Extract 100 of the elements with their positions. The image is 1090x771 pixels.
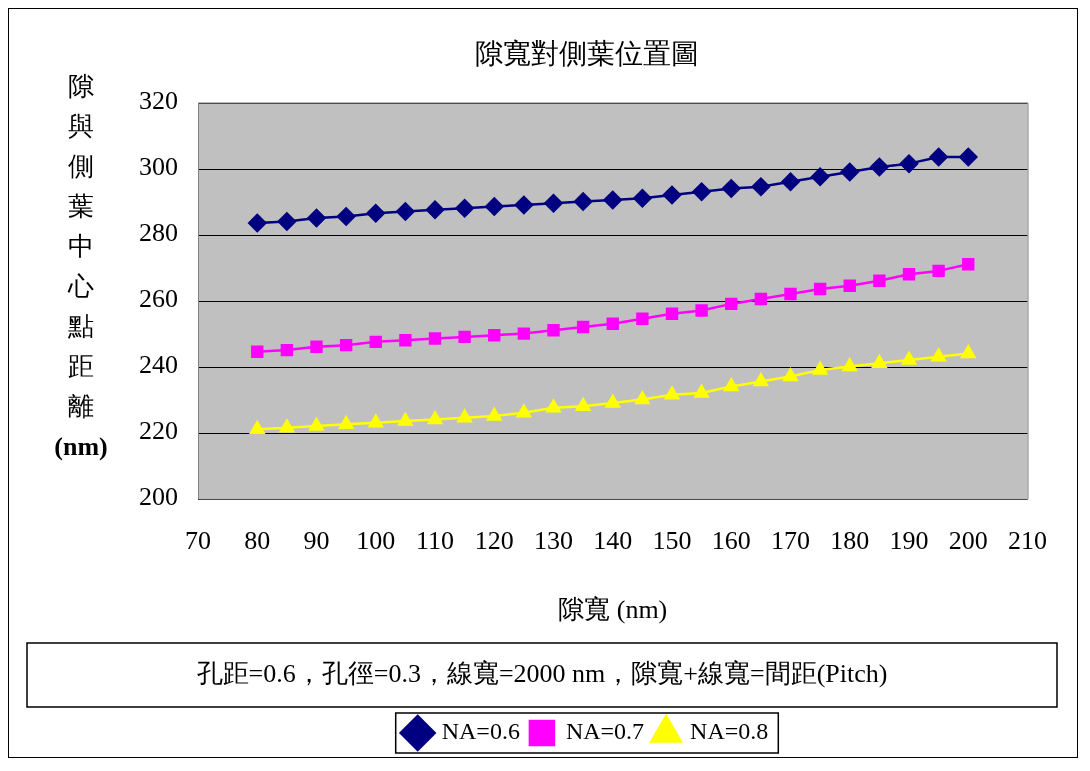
point: [751, 177, 771, 196]
point: [339, 338, 353, 352]
point: [959, 147, 978, 167]
point: [870, 157, 889, 177]
point: [783, 368, 798, 382]
point: [929, 147, 948, 167]
point: [899, 154, 919, 173]
point: [840, 162, 859, 182]
y-tick-label: 320: [139, 86, 178, 116]
x-tick-label: 190: [889, 526, 929, 556]
point: [399, 334, 412, 347]
point: [486, 407, 502, 421]
text: 孔距=0.6，孔徑=0.3，線寬=2000 nm，隙寬+線寬=間距(Pitch): [196, 658, 888, 688]
point: [369, 335, 382, 349]
point: [810, 167, 830, 187]
point: [665, 307, 679, 320]
point: [603, 190, 622, 210]
point: [960, 345, 976, 359]
x-axis-title: 隙寬 (nm): [558, 595, 668, 625]
y-tick-label: 300: [139, 152, 178, 182]
point: [753, 373, 769, 387]
point: [366, 203, 385, 223]
x-tick-label: 80: [244, 526, 271, 556]
point: [636, 312, 649, 325]
chart-title: 隙寬對側葉位置圖: [475, 38, 699, 70]
point: [901, 351, 917, 365]
point: [692, 182, 711, 201]
point: [576, 320, 590, 334]
x-tick-label: 120: [474, 526, 514, 556]
x-tick-label: 90: [303, 526, 330, 556]
point: [725, 297, 738, 311]
point: [517, 327, 531, 340]
x-tick-label: 130: [534, 526, 573, 556]
x-tick-label: 140: [593, 526, 633, 556]
point: [723, 378, 739, 392]
point: [398, 412, 413, 426]
point: [754, 292, 768, 306]
point: [781, 172, 800, 192]
point: [547, 324, 560, 337]
x-tick-label: 70: [185, 526, 211, 556]
point: [277, 212, 297, 231]
point: [485, 197, 504, 216]
point: [662, 185, 682, 205]
point: [606, 317, 619, 330]
point: [279, 419, 295, 433]
point: [842, 358, 858, 372]
legend-label: NA=0.7: [565, 718, 645, 745]
point: [307, 208, 326, 228]
y-tick-label: 240: [139, 350, 178, 380]
x-tick-label: 180: [830, 526, 870, 556]
point: [962, 258, 975, 271]
point: [425, 200, 445, 220]
point: [338, 416, 354, 430]
text: 隙與側葉中心點距離(nm): [54, 72, 108, 462]
point: [872, 355, 887, 369]
y-tick-label: 280: [139, 218, 178, 248]
point: [605, 394, 621, 408]
point: [310, 340, 323, 353]
point: [488, 329, 501, 342]
x-tick-label: 200: [948, 526, 988, 556]
point: [396, 202, 415, 221]
x-tick-label: 150: [652, 526, 692, 556]
point: [546, 399, 561, 413]
point: [812, 361, 828, 375]
point: [932, 264, 945, 278]
point: [455, 198, 474, 218]
point: [694, 384, 709, 398]
point: [843, 279, 856, 292]
y-tick-label: 220: [139, 416, 178, 446]
point: [873, 274, 886, 287]
point: [573, 192, 593, 211]
point: [457, 409, 472, 423]
point: [427, 411, 443, 425]
point: [516, 404, 532, 418]
legend-label: NA=0.6: [441, 718, 520, 745]
y-tick-label: 200: [139, 482, 178, 512]
point: [248, 213, 267, 233]
point: [722, 179, 741, 198]
point: [514, 195, 534, 215]
point: [309, 417, 324, 431]
point: [931, 348, 946, 362]
point: [575, 397, 591, 411]
x-tick-label: 210: [1008, 526, 1047, 556]
point: [280, 343, 294, 357]
point: [428, 332, 442, 345]
point: [635, 391, 650, 405]
point: [458, 330, 471, 344]
point: [368, 414, 384, 428]
point: [633, 189, 652, 208]
point: [902, 268, 916, 281]
point: [544, 194, 563, 213]
point: [664, 386, 680, 400]
point: [249, 421, 265, 435]
point: [813, 282, 827, 296]
point: [336, 207, 356, 226]
point: [784, 287, 797, 301]
legend-label: NA=0.8: [690, 718, 769, 745]
x-tick-label: 170: [771, 526, 810, 556]
point: [251, 345, 264, 358]
x-tick-label: 110: [415, 526, 455, 556]
